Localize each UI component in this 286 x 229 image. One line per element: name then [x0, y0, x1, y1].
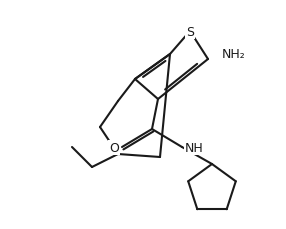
- Text: O: O: [109, 141, 119, 154]
- Text: NH: NH: [185, 141, 204, 154]
- Text: S: S: [186, 25, 194, 38]
- Text: NH₂: NH₂: [222, 48, 246, 61]
